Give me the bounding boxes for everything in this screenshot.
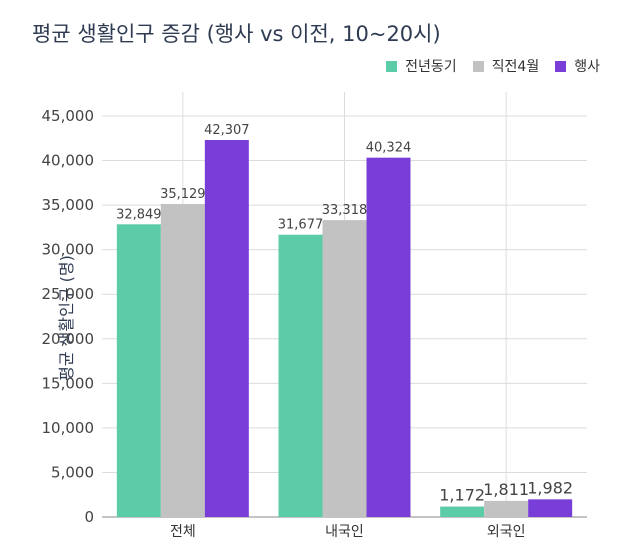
y-tick-label-5: 25,000 <box>42 285 95 303</box>
y-tick-label-1: 5,000 <box>51 463 94 481</box>
legend-label-0: 전년동기 <box>405 59 457 75</box>
y-tick-label-9: 45,000 <box>42 107 95 125</box>
data-label-1-1: 33,318 <box>322 203 368 218</box>
bar-1-2 <box>366 157 411 518</box>
x-tick-label-0: 전체 <box>170 524 196 540</box>
data-label-1-2: 40,324 <box>366 141 412 156</box>
bar-1-0 <box>278 234 323 518</box>
y-tick-label-6: 30,000 <box>42 241 95 259</box>
bar-0-0 <box>116 224 161 517</box>
data-label-2-2: 1,982 <box>527 478 573 497</box>
y-tick-label-2: 10,000 <box>42 419 95 437</box>
legend-item-0: 전년동기 <box>386 56 457 76</box>
legend-item-2: 행사 <box>555 56 600 76</box>
bar-1-1 <box>322 220 367 517</box>
x-tick-label-2: 외국인 <box>487 524 526 540</box>
bar-2-2 <box>528 499 573 517</box>
data-label-0-0: 32,849 <box>116 207 162 222</box>
y-tick-label-8: 40,000 <box>42 152 95 170</box>
legend-label-2: 행사 <box>574 59 600 75</box>
y-tick-label-7: 35,000 <box>42 196 95 214</box>
data-label-0-2: 42,307 <box>204 123 250 138</box>
legend-label-1: 직전4월 <box>491 59 540 75</box>
legend-swatch-1 <box>472 60 484 72</box>
legend-item-1: 직전4월 <box>472 56 540 76</box>
y-tick-label-4: 20,000 <box>42 330 95 348</box>
bar-2-1 <box>484 500 529 517</box>
bar-2-0 <box>440 506 485 517</box>
chart-title: 평균 생활인구 증감 (행사 vs 이전, 10~20시) <box>32 22 441 46</box>
y-tick-label-3: 15,000 <box>42 374 95 392</box>
x-tick-label-1: 내국인 <box>325 524 364 540</box>
legend-swatch-2 <box>555 60 567 72</box>
data-label-1-0: 31,677 <box>278 218 324 233</box>
data-label-2-0: 1,172 <box>439 486 485 505</box>
data-label-0-1: 35,129 <box>160 187 206 202</box>
bar-0-2 <box>204 139 249 517</box>
bar-0-1 <box>160 203 205 517</box>
legend: 전년동기 직전4월 행사 <box>386 56 600 76</box>
y-tick-label-0: 0 <box>84 508 94 526</box>
data-label-2-1: 1,811 <box>483 480 529 499</box>
legend-swatch-0 <box>386 60 398 72</box>
